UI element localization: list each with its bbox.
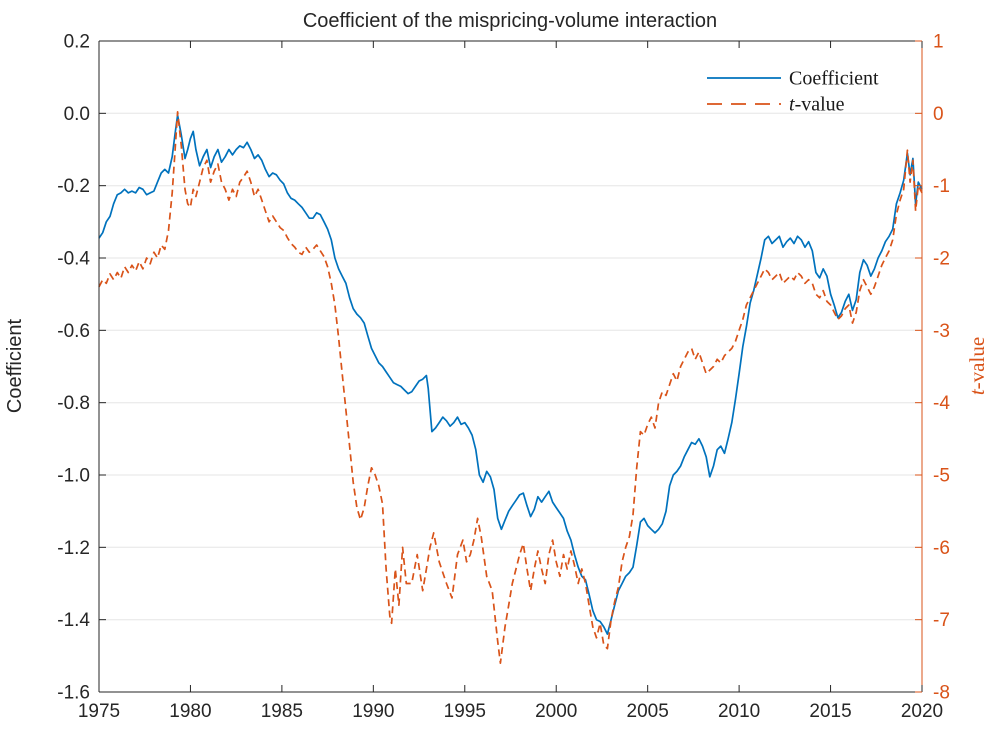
right-tick-label: -3	[933, 321, 950, 342]
x-tick-label: 1990	[352, 701, 394, 722]
left-axis-label: Coefficient	[4, 318, 26, 413]
x-tick-label: 2020	[901, 701, 943, 722]
x-tick-label: 2015	[809, 701, 851, 722]
x-tick-label: 1985	[261, 701, 303, 722]
legend-label: t-value	[789, 94, 845, 116]
left-tick-label: -1.6	[57, 683, 90, 704]
right-tick-label: -4	[933, 393, 950, 414]
x-tick-label: 2010	[718, 701, 760, 722]
series-layer	[98, 111, 923, 664]
right-tick-label: -8	[933, 683, 950, 704]
left-tick-label: -0.2	[57, 176, 90, 197]
coefficient-line	[98, 114, 923, 635]
chart-title: Coefficient of the mispricing-volume int…	[303, 10, 717, 32]
right-tick-label: -1	[933, 176, 950, 197]
grid-layer	[99, 112, 922, 621]
left-tick-label: -1.4	[57, 610, 90, 631]
x-tick-label: 1995	[444, 701, 486, 722]
left-tick-label: 0.2	[64, 32, 90, 53]
right-tick-label: -7	[933, 610, 950, 631]
left-tick-label: 0.0	[64, 104, 90, 125]
right-axis-label: t-value	[965, 337, 989, 395]
legend: Coefficient t-value	[707, 68, 879, 116]
x-tick-label: 2000	[535, 701, 577, 722]
t-value-line	[98, 111, 923, 664]
legend-label: Coefficient	[789, 68, 879, 90]
left-tick-label: -1.0	[57, 466, 90, 487]
right-tick-label: -5	[933, 466, 950, 487]
x-tick-label: 1975	[78, 701, 120, 722]
right-tick-label: 0	[933, 104, 944, 125]
left-tick-label: -1.2	[57, 538, 90, 559]
right-tick-label: 1	[933, 32, 944, 53]
left-tick-label: -0.8	[57, 393, 90, 414]
right-tick-label: -6	[933, 538, 950, 559]
left-tick-label: -0.4	[57, 249, 90, 270]
axes-layer: 1975 1980 1985 1990 1995 2000 2005 2010 2015 2020…	[57, 32, 989, 723]
left-tick-label: -0.6	[57, 321, 90, 342]
x-tick-label: 1980	[169, 701, 211, 722]
right-tick-label: -2	[933, 249, 950, 270]
x-tick-label: 2005	[627, 701, 669, 722]
